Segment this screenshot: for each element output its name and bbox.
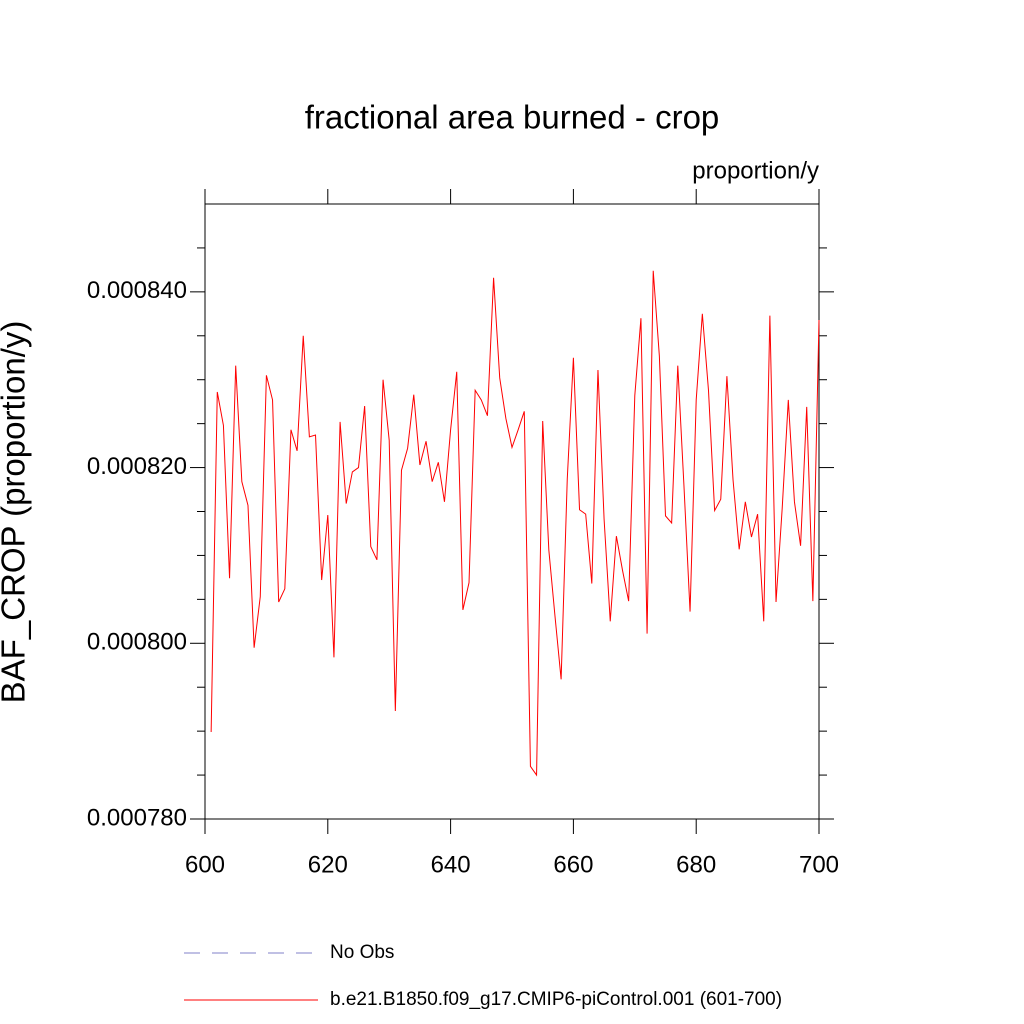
x-tick-label: 660 — [553, 851, 593, 878]
x-tick-label: 600 — [185, 851, 225, 878]
x-tick-label: 640 — [431, 851, 471, 878]
data-line — [210, 270, 820, 777]
x-tick-label: 680 — [676, 851, 716, 878]
y-axis-label: BAF_CROP (proportion/y) — [0, 321, 32, 704]
legend-label: No Obs — [330, 942, 394, 963]
x-tick-label: 620 — [308, 851, 348, 878]
legend-label: b.e21.B1850.f09_g17.CMIP6-piControl.001 … — [330, 989, 782, 1010]
x-tick-label: 700 — [799, 851, 839, 878]
y-tick-label: 0.000780 — [87, 804, 187, 831]
y-tick-label: 0.000800 — [87, 629, 187, 656]
plot-frame — [204, 203, 820, 820]
y-tick-label: 0.000820 — [87, 453, 187, 480]
units-label: proportion/y — [692, 157, 819, 184]
y-tick-label: 0.000840 — [87, 277, 187, 304]
chart-title: fractional area burned - crop — [305, 99, 720, 136]
